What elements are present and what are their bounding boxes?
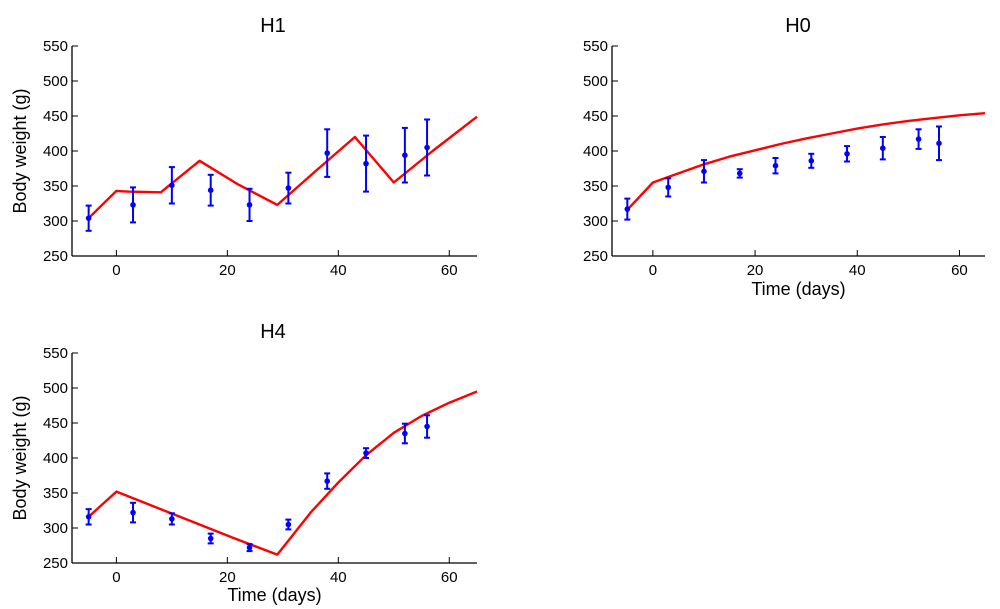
y-tick-label: 250 [583, 248, 608, 265]
panel-title: H0 [785, 15, 811, 37]
panel-h1: 250 300 350 400 450 500 550 0 20 40 60 H1 Body weigh… [10, 15, 478, 279]
data-point [207, 187, 214, 193]
data-point [246, 202, 253, 208]
data-point [285, 185, 292, 191]
panel-title: H1 [260, 15, 286, 37]
x-axis-label: Time (days) [227, 585, 321, 605]
y-tick-label: 400 [583, 143, 608, 160]
y-tick-label: 550 [583, 38, 608, 55]
x-tick-label: 20 [219, 262, 236, 279]
x-tick-label: 20 [747, 262, 764, 279]
data-point [130, 509, 136, 516]
data-point [936, 140, 942, 147]
x-tick-label: 40 [330, 262, 347, 279]
y-axis-label: Body weight (g) [10, 395, 30, 520]
y-tick-label: 300 [43, 520, 68, 537]
data-point [402, 430, 408, 437]
data-point [285, 521, 292, 528]
panel-title: H4 [260, 321, 286, 343]
panel-h0: 250 300 350 400 450 500 550 0 20 40 60 H0 Time (days… [583, 15, 986, 299]
x-tick-label: 0 [112, 569, 120, 586]
data-point [701, 168, 707, 175]
x-tick-label: 20 [219, 569, 236, 586]
x-tick-label: 0 [649, 262, 657, 279]
y-tick-label: 550 [43, 345, 68, 362]
y-tick-label: 350 [43, 178, 68, 195]
y-tick-label: 250 [43, 555, 68, 572]
data-point [624, 206, 631, 212]
data-point [844, 151, 850, 157]
data-point [880, 145, 886, 151]
data-point [130, 202, 136, 208]
y-axis-label: Body weight (g) [10, 88, 30, 213]
data-point [363, 450, 369, 456]
data-point [808, 158, 815, 164]
data-point [169, 182, 175, 189]
data-point [169, 516, 175, 522]
x-tick-label: 60 [441, 262, 458, 279]
model-curve [87, 115, 478, 220]
data-point [207, 535, 214, 542]
y-tick-label: 450 [43, 108, 68, 125]
y-tick-label: 300 [43, 213, 68, 230]
x-tick-label: 40 [330, 569, 347, 586]
x-tick-label: 60 [951, 262, 968, 279]
y-tick-label: 350 [583, 178, 608, 195]
y-tick-label: 300 [583, 213, 608, 230]
y-tick-label: 450 [43, 415, 68, 432]
y-tick-label: 400 [43, 143, 68, 160]
data-point [324, 150, 331, 156]
data-point [424, 144, 430, 151]
y-tick-label: 500 [43, 380, 68, 397]
data-point [665, 184, 672, 191]
data-point [246, 544, 253, 551]
data-point [402, 152, 408, 158]
data-point [85, 514, 92, 520]
model-curve [87, 390, 478, 556]
y-tick-label: 450 [583, 108, 608, 125]
model-curve [626, 112, 986, 211]
data-point [363, 160, 369, 167]
x-tick-label: 60 [441, 569, 458, 586]
y-tick-label: 350 [43, 485, 68, 502]
data-point [424, 423, 430, 430]
panel-h4: 250 300 350 400 450 500 550 0 20 40 60 H4 Body weigh… [10, 321, 478, 605]
data-point [915, 136, 922, 142]
data-point [85, 215, 92, 221]
data-point [324, 478, 331, 484]
x-tick-label: 0 [112, 262, 120, 279]
x-tick-label: 40 [849, 262, 866, 279]
y-tick-label: 400 [43, 450, 68, 467]
data-point [736, 170, 743, 177]
y-tick-label: 500 [43, 73, 68, 90]
data-point [772, 162, 779, 169]
x-axis-label: Time (days) [751, 279, 845, 299]
y-tick-label: 500 [583, 73, 608, 90]
y-tick-label: 250 [43, 248, 68, 265]
y-tick-label: 550 [43, 38, 68, 55]
